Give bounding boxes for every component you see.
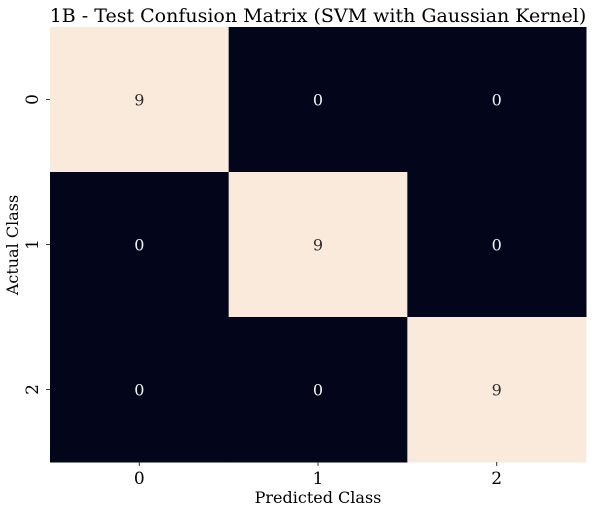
cell-value-label-r0-c2: 0 xyxy=(492,91,502,110)
cell-value-label-r2-c1: 0 xyxy=(313,381,323,400)
x-tick-label-2: 2 xyxy=(491,469,502,489)
y-tick-label-1: 1 xyxy=(23,239,43,250)
y-axis-label: Actual Class xyxy=(3,195,22,296)
heatmap-cell-labels: 9 0 0 0 9 0 0 0 9 xyxy=(134,91,502,400)
heatmap-cell-r0-c0 xyxy=(50,27,230,173)
cell-value-label-r2-c0: 0 xyxy=(134,381,144,400)
cell-value-label-r2-c2: 9 xyxy=(492,381,502,400)
cell-value-label-r0-c1: 0 xyxy=(313,91,323,110)
cell-value-label-r1-c0: 0 xyxy=(134,236,144,255)
heatmap-cell-r1-c1 xyxy=(228,172,408,318)
y-tick-label-2: 2 xyxy=(23,384,43,395)
heatmap-cell-r2-c2 xyxy=(407,317,587,463)
heatmap-cell-r0-c2 xyxy=(407,27,587,173)
y-axis-ticks: 0 1 2 xyxy=(23,94,50,395)
x-axis-label: Predicted Class xyxy=(255,488,382,507)
cell-value-label-r0-c0: 9 xyxy=(134,91,144,110)
heatmap-cell-r1-c2 xyxy=(407,172,587,318)
x-tick-label-0: 0 xyxy=(134,469,145,489)
heatmap-cell-r2-c0 xyxy=(50,317,230,463)
heatmap-cell-r1-c0 xyxy=(50,172,230,318)
x-axis-ticks: 0 1 2 xyxy=(134,462,502,489)
y-tick-label-0: 0 xyxy=(23,94,43,105)
cell-value-label-r1-c1: 9 xyxy=(313,236,323,255)
chart-title: 1B - Test Confusion Matrix (SVM with Gau… xyxy=(50,5,587,27)
cell-value-label-r1-c2: 0 xyxy=(492,236,502,255)
heatmap-cells xyxy=(50,27,587,463)
heatmap-cell-r0-c1 xyxy=(228,27,408,173)
x-tick-label-1: 1 xyxy=(313,469,324,489)
heatmap-cell-r2-c1 xyxy=(228,317,408,463)
